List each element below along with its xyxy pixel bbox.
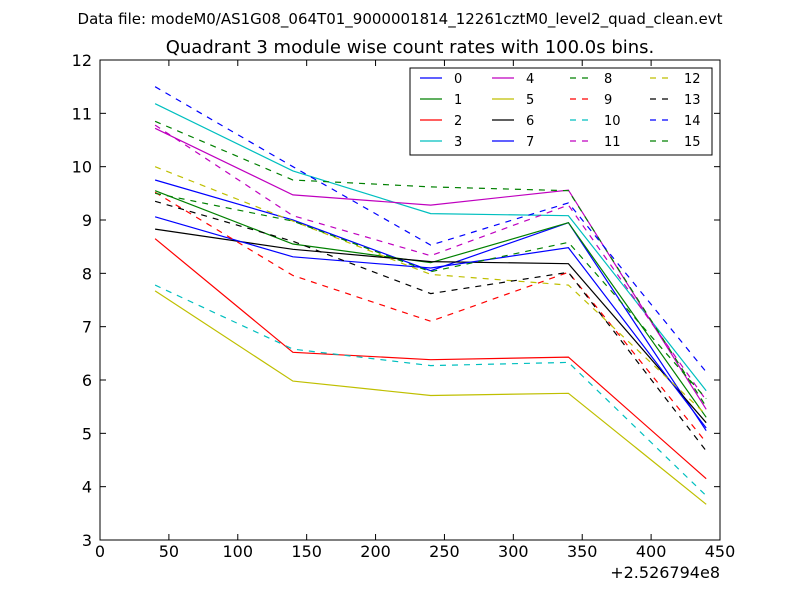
series-layer — [154, 86, 707, 505]
series-8-line — [154, 120, 707, 408]
y-tick-label: 3 — [82, 531, 92, 550]
legend-label-6: 6 — [526, 114, 534, 129]
series-13-line — [154, 200, 707, 452]
x-tick-label: 250 — [429, 542, 460, 561]
series-0-line — [154, 179, 707, 432]
y-tick-label: 6 — [82, 371, 92, 390]
legend-label-4: 4 — [526, 72, 534, 87]
y-tick-label: 5 — [82, 424, 92, 443]
x-tick-label: 100 — [223, 542, 254, 561]
legend-label-15: 15 — [684, 135, 701, 150]
series-5-line — [154, 290, 707, 505]
y-tick-label: 4 — [82, 478, 92, 497]
legend-label-3: 3 — [454, 135, 462, 150]
y-tick-label: 12 — [72, 51, 92, 70]
y-tick-label: 10 — [72, 158, 92, 177]
y-tick-label: 7 — [82, 318, 92, 337]
legend-label-0: 0 — [454, 72, 462, 87]
legend-label-10: 10 — [604, 114, 621, 129]
x-tick-label: 0 — [95, 542, 105, 561]
series-4-line — [154, 127, 707, 410]
legend-label-11: 11 — [604, 135, 621, 150]
series-7-line — [154, 216, 707, 429]
series-3-line — [154, 103, 707, 392]
legend-label-12: 12 — [684, 72, 701, 87]
legend-label-7: 7 — [526, 135, 534, 150]
x-tick-label: 150 — [291, 542, 322, 561]
x-tick-label: 200 — [360, 542, 391, 561]
legend-label-14: 14 — [684, 114, 701, 129]
legend-label-1: 1 — [454, 93, 462, 108]
supertitle: Data file: modeM0/AS1G08_064T01_90000018… — [78, 10, 723, 29]
legend-label-5: 5 — [526, 93, 534, 108]
plot-frame — [99, 59, 721, 541]
series-1-line — [154, 190, 707, 418]
x-tick-label: 300 — [498, 542, 529, 561]
series-2-line — [154, 238, 707, 480]
legend-box — [409, 67, 713, 156]
legend-label-8: 8 — [604, 72, 612, 87]
series-9-line — [154, 191, 707, 443]
legend-label-2: 2 — [454, 114, 462, 129]
x-tick-label: 350 — [567, 542, 598, 561]
y-tick-label: 8 — [82, 264, 92, 283]
x-offset-label: +2.526794e8 — [610, 563, 720, 582]
legend-label-9: 9 — [604, 93, 612, 108]
x-tick-label: 50 — [159, 542, 179, 561]
y-tick-label: 9 — [82, 211, 92, 230]
y-tick-label: 11 — [72, 104, 92, 123]
series-15-line — [154, 192, 707, 400]
legend-label-13: 13 — [684, 93, 701, 108]
x-tick-label: 450 — [705, 542, 736, 561]
series-12-line — [154, 166, 707, 416]
series-6-line — [155, 228, 707, 424]
chart-title: Quadrant 3 module wise count rates with … — [166, 37, 655, 58]
series-11-line — [154, 124, 707, 401]
x-tick-label: 400 — [636, 542, 667, 561]
series-10-line — [154, 284, 707, 497]
series-14-line — [154, 86, 707, 373]
